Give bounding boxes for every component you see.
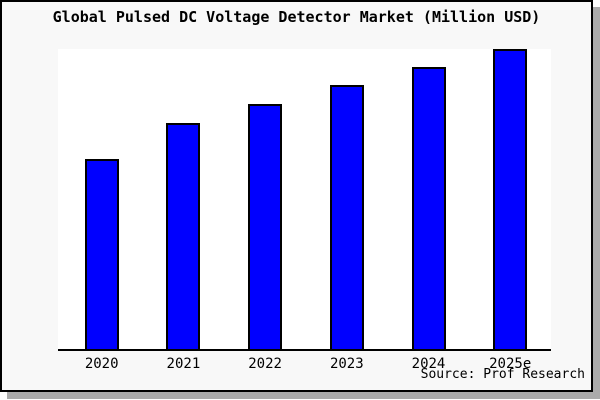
source-credit: Source: Prof Research bbox=[420, 367, 585, 382]
chart-card: Global Pulsed DC Voltage Detector Market… bbox=[0, 0, 593, 392]
x-tick-label-2021: 2021 bbox=[166, 356, 201, 372]
x-tick-label-2020: 2020 bbox=[84, 356, 119, 372]
bar-2022 bbox=[248, 104, 283, 349]
x-tick-label-2024: 2024 bbox=[411, 356, 446, 372]
bar-2021 bbox=[166, 123, 201, 349]
plot-area bbox=[58, 49, 551, 351]
bar-2025e bbox=[493, 49, 528, 349]
x-tick-label-2025e: 2025e bbox=[489, 356, 532, 372]
bar-2024 bbox=[411, 67, 446, 349]
chart-title: Global Pulsed DC Voltage Detector Market… bbox=[52, 8, 541, 26]
x-tick-label-2023: 2023 bbox=[329, 356, 364, 372]
bar-2023 bbox=[329, 85, 364, 349]
x-tick-label-2022: 2022 bbox=[248, 356, 282, 372]
bar-2020 bbox=[84, 159, 119, 349]
